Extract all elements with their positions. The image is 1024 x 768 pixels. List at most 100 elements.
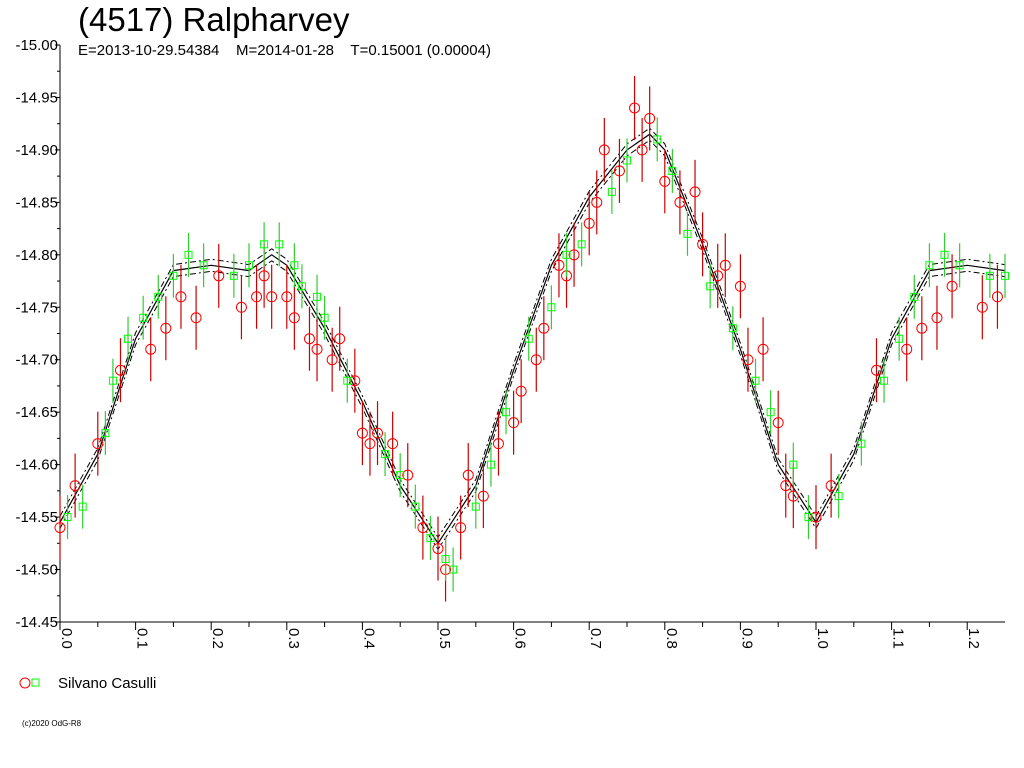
data-point-circle [477,490,489,502]
data-point-square [623,156,631,165]
data-point-circle [689,186,701,198]
data-point-circle [387,438,399,450]
data-point-square [108,376,117,385]
data-point-circle [629,102,641,114]
data-point-circle [160,322,172,334]
data-point-circle [712,270,724,282]
data-point-square [751,376,760,385]
data-point-circle [364,438,376,450]
data-point-circle [432,543,444,555]
data-point-circle [787,490,799,502]
data-point-square [857,439,866,448]
data-point-circle [825,480,837,492]
data-point-square [985,271,994,280]
data-point-circle [976,301,988,313]
data-point-square [706,282,715,291]
data-point-circle [946,280,958,292]
data-point-square [562,250,571,259]
data-point-square [78,502,87,511]
data-point-square [471,502,480,511]
data-point-circle [991,291,1003,303]
data-point-square [260,240,269,249]
x-tick-label: 0.5 [436,628,453,649]
data-point-circle [553,259,565,271]
data-point-square [486,460,495,469]
x-tick-label: 0.2 [209,628,226,649]
data-point-square [789,460,798,469]
y-tick-label: -14.65 [15,404,58,421]
data-point-circle [613,165,625,177]
x-tick-label: 0.6 [512,628,529,649]
y-tick-label: -14.60 [15,457,58,474]
data-point-circle [462,469,474,481]
y-tick-label: -15.00 [15,37,58,54]
data-point-circle [772,417,784,429]
data-point-square [245,261,253,270]
y-tick-label: -14.75 [15,299,58,316]
data-point-square [683,229,692,238]
data-point-circle [636,144,648,156]
data-point-circle [742,354,754,366]
data-point-circle [674,196,686,208]
data-point-circle [757,343,769,355]
data-point-circle [734,280,746,292]
data-point-circle [190,312,202,324]
data-point-circle [311,343,323,355]
data-point-circle [303,333,315,345]
x-tick-label: 0.0 [58,628,75,649]
data-point-circle [266,291,278,303]
data-point-circle [372,427,384,439]
y-tick-label: -14.90 [15,142,58,159]
data-point-square [449,565,458,574]
data-point-circle [583,217,595,229]
data-point-square [502,408,511,417]
data-point-square [139,313,148,322]
x-tick-label: 0.9 [738,628,755,649]
data-point-circle [258,270,270,282]
data-point-circle [92,438,104,450]
x-tick-label: 0.3 [285,628,302,649]
data-point-circle [251,291,263,303]
data-point-circle [931,312,943,324]
data-point-circle [402,469,414,481]
data-point-circle [455,522,467,534]
data-point-circle [492,438,504,450]
data-point-circle [870,364,882,376]
data-point-circle [235,301,247,313]
data-point-circle [175,291,187,303]
data-point-circle [591,196,603,208]
data-point-square [895,334,904,343]
data-point-square [925,261,934,270]
data-point-square [411,502,420,511]
data-point-square [396,471,405,480]
data-point-circle [288,312,300,324]
legend-marker-icon [19,677,40,689]
legend: Silvano Casulli [18,674,156,692]
data-point-circle [356,427,368,439]
data-point-square [441,555,450,564]
y-tick-label: -14.50 [15,562,58,579]
data-point-square [804,513,813,522]
data-point-square [290,261,299,270]
x-tick-label: 0.8 [663,628,680,649]
data-point-circle [213,270,225,282]
data-point-square [728,324,737,333]
chart-subtitle: E=2013-10-29.54384 M=2014-01-28 T=0.1500… [78,42,491,59]
x-tick-label: 0.7 [587,628,604,649]
data-point-circle [349,375,361,387]
data-point-square [343,376,352,385]
fit-curve-lower [59,139,1006,551]
data-point-square [524,334,533,343]
data-point-square [668,166,677,175]
x-tick-label: 1.1 [890,628,907,649]
data-point-square [229,271,238,280]
data-point-square [320,313,329,322]
data-point-circle [508,417,520,429]
fit-curve-upper [59,127,1006,539]
data-point-circle [901,343,913,355]
data-point-square [297,282,306,291]
x-tick-label: 1.0 [814,628,831,649]
data-point-circle [334,333,346,345]
data-point-square [313,292,322,301]
